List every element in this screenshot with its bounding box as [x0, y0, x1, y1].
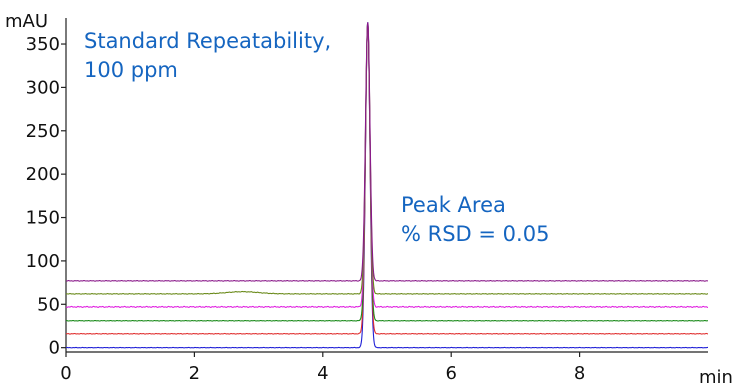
annotation-1: Standard Repeatability, 100 ppm [84, 29, 331, 82]
annotation-line: 100 ppm [84, 58, 178, 82]
annotations: Standard Repeatability, 100 ppm Peak Area%… [84, 29, 549, 246]
axes [65, 18, 708, 353]
x-axis-unit-label: min [699, 367, 733, 386]
series-trace-4 [65, 24, 709, 308]
y-axis-unit-label: mAU [5, 11, 48, 32]
y-tick-label: 0 [49, 338, 60, 359]
y-tick-label: 100 [26, 251, 60, 272]
x-tick-label: 8 [574, 363, 585, 384]
y-tick-label: 250 [26, 121, 60, 142]
y-tick-label: 200 [26, 164, 60, 185]
annotation-line: Standard Repeatability, [84, 29, 331, 53]
series-trace-2 [65, 24, 709, 335]
y-tick-label: 350 [26, 34, 60, 55]
series-trace-3 [65, 23, 709, 322]
series-trace-5 [65, 23, 709, 295]
x-tick-label: 2 [189, 363, 200, 384]
x-tick-label: 6 [445, 363, 456, 384]
y-tick-label: 150 [26, 208, 60, 229]
y-tick-label: 50 [37, 294, 60, 315]
series-trace-1 [65, 22, 709, 349]
annotation-line: Peak Area [401, 193, 506, 217]
y-tick-label: 300 [26, 77, 60, 98]
y-ticks: 0 50 100 150 200 250 300 350 [26, 34, 66, 359]
x-tick-label: 4 [317, 363, 328, 384]
x-tick-label: 0 [60, 363, 71, 384]
series-trace-6 [65, 22, 709, 282]
annotation-line: % RSD = 0.05 [401, 222, 549, 246]
annotation-2: Peak Area % RSD = 0.05 [401, 193, 549, 246]
series-group [65, 22, 709, 349]
x-ticks: 0 2 4 6 8 [60, 352, 585, 384]
